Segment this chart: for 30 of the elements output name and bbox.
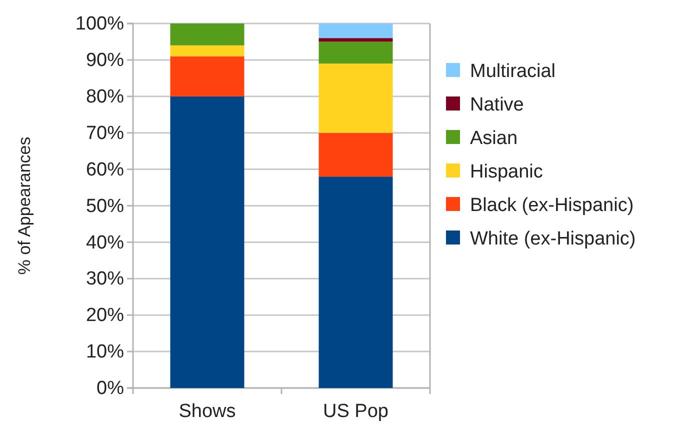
y-tick-label: 100%: [75, 14, 124, 35]
y-tick-label: 80%: [86, 86, 124, 108]
y-tick-label: 0%: [96, 378, 124, 400]
bar: [170, 56, 244, 96]
y-axis-title: % of Appearances: [15, 136, 34, 275]
y-tick-label: 10%: [86, 342, 124, 363]
x-tick-label: Shows: [178, 401, 236, 422]
y-tick-label: 20%: [86, 305, 124, 326]
y-tick-label: 60%: [86, 159, 124, 180]
legend-label: Multiracial: [470, 61, 556, 82]
bar: [170, 45, 244, 56]
bar: [170, 96, 244, 388]
bar: [318, 132, 393, 177]
bar: [170, 24, 244, 46]
y-tick-label: 40%: [86, 232, 124, 254]
y-tick-label: 30%: [86, 268, 124, 290]
y-tick-label: 90%: [86, 50, 124, 72]
legend-label: Asian: [470, 128, 518, 149]
y-tick-label: 70%: [86, 122, 124, 144]
bar: [318, 176, 393, 388]
legend-label: Hispanic: [470, 162, 543, 182]
legend-label: White (ex-Hispanic): [470, 228, 636, 250]
legend-label: Black (ex-Hispanic): [470, 195, 634, 216]
bar: [318, 24, 393, 38]
bar: [318, 42, 393, 64]
x-tick-label: US Pop: [323, 401, 388, 422]
y-tick-label: 50%: [86, 196, 124, 217]
bar: [318, 64, 393, 133]
legend-label: Native: [470, 94, 524, 116]
bar: [318, 38, 393, 42]
